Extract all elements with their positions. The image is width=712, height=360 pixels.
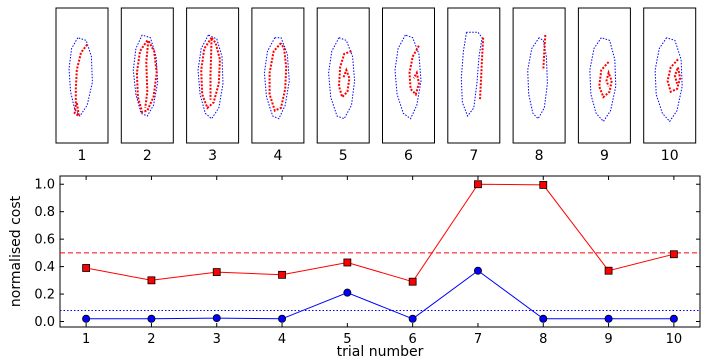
trial-panel: 5 (316, 7, 370, 164)
executed-trajectory (337, 50, 352, 100)
trial-label: 1 (78, 148, 87, 164)
x-tick-label: 5 (343, 332, 351, 347)
reference-trajectory (460, 31, 483, 118)
trial-panel: 2 (120, 7, 174, 164)
reference-trajectory (527, 37, 548, 120)
series (82, 180, 678, 286)
x-tick-label: 4 (278, 332, 286, 347)
trial-panel: 10 (643, 7, 697, 164)
reference-lines (60, 252, 700, 312)
executed-trajectory (666, 58, 682, 94)
trial-label: 9 (600, 148, 609, 164)
data-point (669, 314, 678, 323)
data-point (278, 314, 287, 323)
x-tick-label: 6 (409, 332, 417, 347)
data-point (669, 250, 678, 259)
series-group (82, 180, 678, 323)
trial-label: 6 (404, 148, 413, 164)
reference-trajectory (394, 34, 422, 120)
reference-trajectory (263, 37, 290, 120)
panel-frame (382, 7, 435, 144)
series-line (86, 270, 674, 320)
trial-panel: 4 (251, 7, 305, 164)
data-point (82, 264, 91, 272)
panel-frame (251, 7, 305, 144)
trial-panel: 7 (447, 7, 501, 164)
series (82, 266, 678, 323)
data-point (408, 277, 417, 286)
y-tick-label: 0.8 (34, 205, 55, 220)
executed-trajectory (479, 37, 485, 100)
trial-label: 7 (469, 148, 478, 164)
plot-area (59, 175, 701, 328)
x-tick-label: 7 (474, 332, 482, 347)
data-point (474, 180, 482, 189)
trial-label: 3 (208, 148, 217, 164)
trial-label: 5 (339, 148, 348, 164)
y-tick-label: 0.4 (34, 260, 55, 275)
data-point (343, 288, 352, 297)
series-line (86, 183, 675, 283)
x-tick-label: 8 (539, 332, 547, 347)
data-point (147, 276, 156, 285)
data-point (539, 181, 548, 189)
trial-panel: 1 (55, 7, 109, 164)
panel-frame (186, 7, 240, 144)
executed-trajectory (73, 43, 88, 119)
executed-trajectory (542, 34, 547, 71)
trial-panel: 8 (512, 7, 566, 164)
reference-trajectory (197, 34, 224, 120)
executed-trajectory (598, 61, 613, 99)
data-point (278, 270, 286, 279)
trial-panel: 6 (382, 7, 435, 164)
x-tick-label: 9 (604, 332, 612, 347)
data-point (212, 314, 221, 323)
trial-trajectory-panels: 1 2 3 4 5 6 7 8 9 10 (55, 7, 697, 164)
y-tick-label: 1.0 (34, 178, 55, 193)
data-point (82, 314, 91, 323)
cost-chart: 1 2 3 4 5 6 7 8 9 10 0.0 0.2 0.4 0.6 0.8 1.0 trial numb… (8, 175, 701, 360)
executed-trajectory (408, 45, 420, 97)
panel-frame (512, 7, 566, 144)
executed-trajectory (268, 42, 288, 112)
data-point (539, 314, 548, 323)
reference-trajectory (328, 37, 356, 120)
trial-label: 8 (535, 148, 544, 164)
executed-trajectory (135, 37, 158, 114)
data-point (604, 314, 613, 323)
x-tick-label: 2 (147, 332, 155, 347)
data-point (604, 266, 613, 275)
y-tick-label: 0.6 (34, 233, 55, 248)
axis-ticks: 1 2 3 4 5 6 7 8 9 10 0.0 0.2 0.4 0.6 0.8 1.0 (34, 176, 700, 347)
data-point (408, 314, 417, 323)
panel-frame (643, 7, 697, 144)
trial-panel: 9 (577, 7, 631, 164)
panel-frame (447, 7, 501, 144)
trial-label: 10 (661, 148, 679, 164)
panel-frame (120, 7, 174, 144)
executed-trajectory (200, 34, 221, 110)
data-point (343, 258, 352, 267)
trial-panel: 3 (186, 7, 240, 164)
trial-label: 2 (143, 148, 152, 164)
reference-trajectory (589, 37, 617, 123)
x-tick-label: 10 (666, 332, 683, 347)
data-point (473, 266, 482, 275)
reference-trajectory (68, 37, 93, 117)
data-point (147, 314, 156, 323)
y-axis-label: normalised cost (8, 195, 24, 307)
trial-label: 4 (273, 148, 282, 164)
reference-trajectory (132, 34, 159, 117)
x-tick-label: 1 (82, 332, 90, 347)
panel-frame (55, 7, 109, 144)
reference-trajectory (654, 37, 683, 123)
panel-frame (316, 7, 370, 144)
panel-frame (577, 7, 631, 144)
x-tick-label: 3 (213, 332, 221, 347)
x-axis-label: trial number (337, 344, 424, 360)
y-tick-label: 0.0 (34, 315, 55, 330)
y-tick-label: 0.2 (34, 288, 55, 303)
data-point (212, 268, 221, 276)
